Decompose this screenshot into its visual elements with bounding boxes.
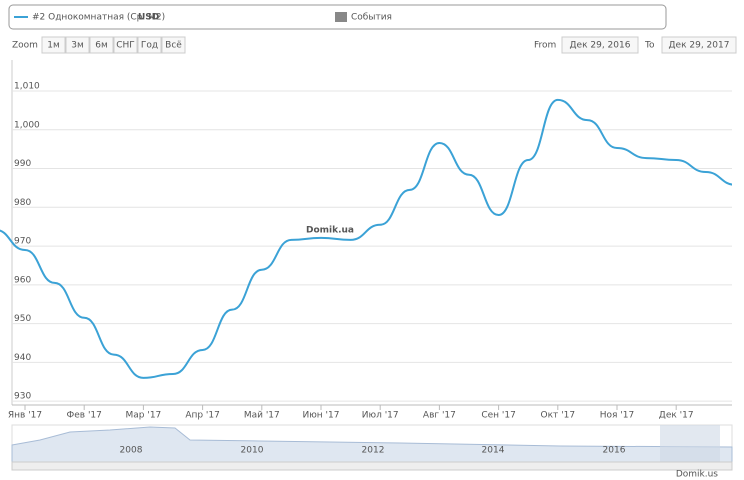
zoom-button[interactable] <box>89 36 114 54</box>
navigator-year: 2010 <box>241 446 264 456</box>
zoom-button[interactable] <box>161 36 186 54</box>
events-swatch <box>335 12 347 22</box>
zoom-button-label: 6м <box>95 41 108 51</box>
zoom-button[interactable] <box>113 36 138 54</box>
zoom-button-label: 1м <box>47 41 60 51</box>
navigator-year: 2012 <box>362 446 385 456</box>
watermark: Domik.ua <box>306 226 354 236</box>
x-tick-label: Ноя '17 <box>600 411 634 421</box>
x-tick-label: Фев '17 <box>67 411 102 421</box>
x-tick-label: Янв '17 <box>8 411 42 421</box>
zoom-button-label: Год <box>141 41 158 51</box>
x-tick-label: Апр '17 <box>185 411 220 421</box>
y-tick-label: 990 <box>14 159 31 169</box>
to-value: Дек 29, 2017 <box>669 41 730 51</box>
events-label[interactable]: События <box>351 13 392 23</box>
x-tick-label: Мар '17 <box>126 411 162 421</box>
zoom-button-label: СНГ <box>116 41 135 51</box>
to-label: To <box>644 41 655 51</box>
from-input[interactable] <box>561 36 639 54</box>
navigator-year: 2008 <box>120 446 143 456</box>
from-value: Дек 29, 2016 <box>570 41 631 51</box>
y-tick-label: 940 <box>14 353 31 363</box>
y-tick-label: 960 <box>14 275 31 285</box>
credit: Domik.us <box>676 470 718 480</box>
zoom-button[interactable] <box>137 36 162 54</box>
scrollbar[interactable] <box>11 461 733 471</box>
x-tick-label: Авг '17 <box>423 411 456 421</box>
x-tick-label: Июн '17 <box>303 411 340 421</box>
x-tick-label: Окт '17 <box>541 411 576 421</box>
zoom-button-label: Всё <box>165 41 182 51</box>
navigator-series <box>11 426 733 463</box>
from-label: From <box>534 41 556 51</box>
legend-currency: USD <box>138 13 159 23</box>
x-tick-label: Июл '17 <box>362 411 399 421</box>
y-tick-label: 980 <box>14 198 31 208</box>
x-tick-label: Сен '17 <box>481 411 516 421</box>
zoom-label: Zoom <box>12 41 38 51</box>
navigator-year: 2016 <box>603 446 626 456</box>
zoom-button-label: 3м <box>71 41 84 51</box>
y-tick-label: 1,010 <box>14 82 40 92</box>
y-tick-label: 1,000 <box>14 120 40 130</box>
legend-label[interactable]: #2 Однокомнатная (Ср. М2) <box>32 13 165 23</box>
navigator-year: 2014 <box>482 446 505 456</box>
y-tick-label: 950 <box>14 314 31 324</box>
x-tick-label: Дек '17 <box>659 411 694 421</box>
y-tick-label: 930 <box>14 392 31 402</box>
x-tick-label: Май '17 <box>244 411 280 421</box>
to-input[interactable] <box>661 36 737 54</box>
zoom-button[interactable] <box>65 36 90 54</box>
zoom-button[interactable] <box>41 36 66 54</box>
series-line <box>0 98 732 379</box>
navigator-selection[interactable] <box>660 425 720 462</box>
y-tick-label: 970 <box>14 237 31 247</box>
